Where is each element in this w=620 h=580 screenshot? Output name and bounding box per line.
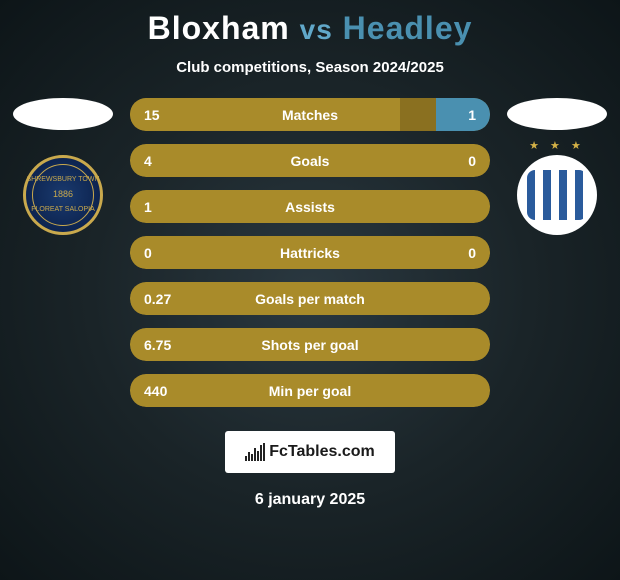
date-text: 6 january 2025	[0, 491, 620, 509]
crest-year: 1886	[27, 190, 100, 200]
stat-label: Goals per match	[130, 291, 490, 307]
stat-row: 0.27Goals per match	[130, 282, 490, 315]
crest-left-text: SHREWSBURY TOWN 1886 FLOREAT SALOPIA	[27, 176, 100, 213]
player2-name: Headley	[343, 10, 473, 46]
subtitle: Club competitions, Season 2024/2025	[0, 59, 620, 76]
club-crest-right	[517, 155, 597, 235]
crest-right-stripes	[527, 170, 587, 220]
crest-top-text: SHREWSBURY TOWN	[27, 176, 100, 184]
page-title: Bloxham vs Headley	[0, 0, 620, 47]
fctables-logo: FcTables.com	[225, 431, 395, 473]
stat-row: 151Matches	[130, 98, 490, 131]
stat-row: 00Hattricks	[130, 236, 490, 269]
stat-row: 40Goals	[130, 144, 490, 177]
vs-text: vs	[300, 14, 333, 45]
stat-label: Shots per goal	[130, 337, 490, 353]
player1-photo	[13, 98, 113, 130]
player1-name: Bloxham	[148, 10, 290, 46]
stat-label: Min per goal	[130, 383, 490, 399]
stat-label: Hattricks	[130, 245, 490, 261]
club-crest-left: SHREWSBURY TOWN 1886 FLOREAT SALOPIA	[23, 155, 103, 235]
right-side	[502, 98, 612, 235]
content-area: SHREWSBURY TOWN 1886 FLOREAT SALOPIA 151…	[0, 98, 620, 407]
stat-label: Assists	[130, 199, 490, 215]
logo-bars-icon	[245, 443, 265, 461]
left-side: SHREWSBURY TOWN 1886 FLOREAT SALOPIA	[8, 98, 118, 235]
stat-label: Goals	[130, 153, 490, 169]
crest-bottom-text: FLOREAT SALOPIA	[27, 206, 100, 214]
player2-photo	[507, 98, 607, 130]
stat-row: 1Assists	[130, 190, 490, 223]
logo-text: FcTables.com	[269, 443, 375, 461]
stat-label: Matches	[130, 107, 490, 123]
stat-row: 440Min per goal	[130, 374, 490, 407]
stats-list: 151Matches 40Goals 1Assists 00Hattricks 0.27…	[130, 98, 490, 407]
stat-row: 6.75Shots per goal	[130, 328, 490, 361]
